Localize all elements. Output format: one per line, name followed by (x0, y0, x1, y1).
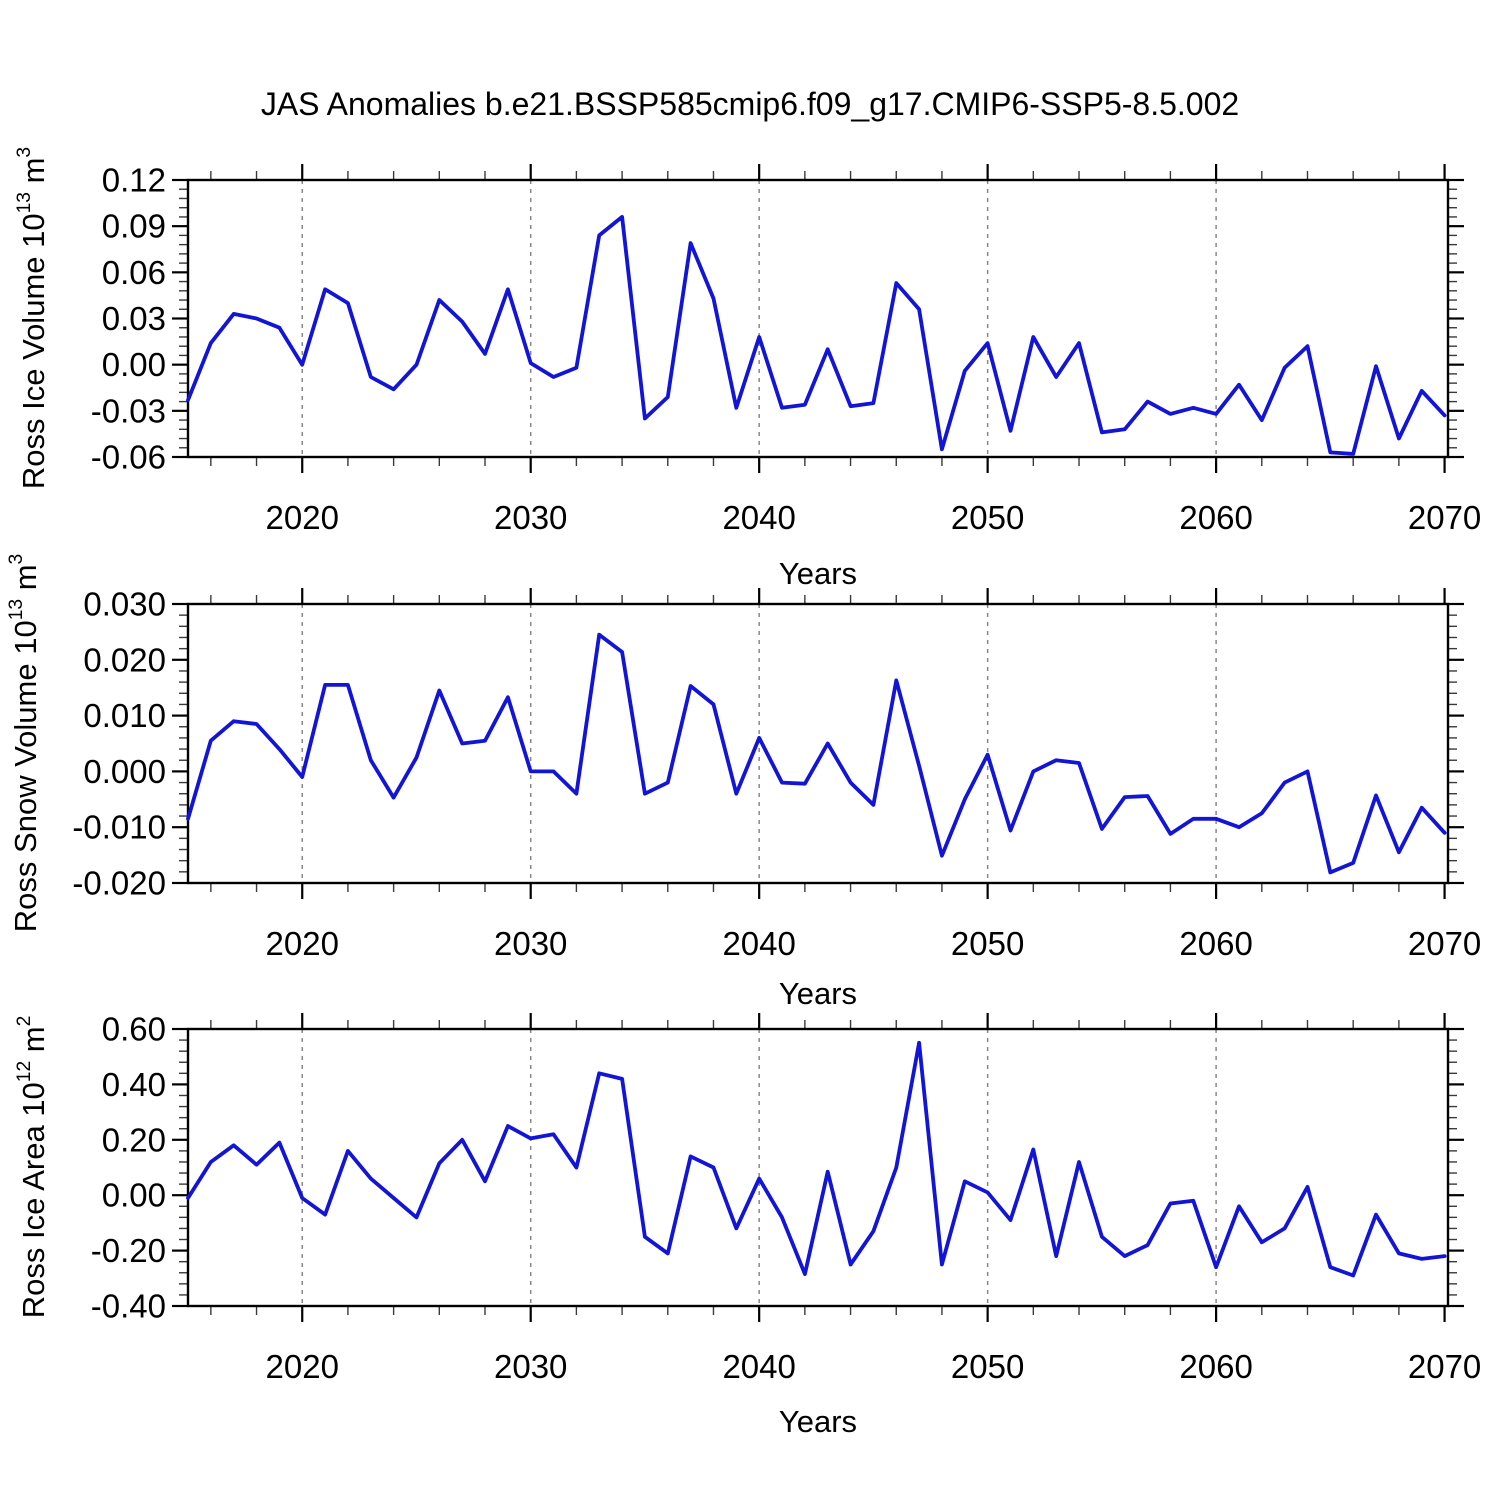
y-axis-label-text: Ross Snow Volume 10 (8, 620, 43, 933)
panel-2-gridlines (301, 604, 1217, 883)
panel-2-minor-ticks (179, 595, 1457, 892)
y-axis-label-ice-area: Ross Ice Area 1012 m2 (13, 1015, 52, 1319)
y-axis-label-ice-volume: Ross Ice Volume 1013 m3 (13, 146, 52, 490)
y-tick-label: 0.20 (102, 1121, 166, 1158)
y-tick-label: -0.20 (91, 1232, 166, 1269)
y-axis-label-unit-exponent: 3 (5, 553, 27, 565)
x-axis-label-panel-1: Years (778, 556, 858, 591)
panel-2: 0.030 0.020 0.010 0.000 -0.010 -0.020 2020 2030… (72, 586, 1481, 963)
panel-1-minor-ticks (179, 171, 1457, 466)
y-axis-label-text: Ross Ice Volume 10 (16, 213, 51, 490)
x-tick-label: 2040 (722, 1348, 795, 1385)
x-tick-label: 2060 (1179, 1348, 1252, 1385)
x-tick-label: 2060 (1179, 925, 1252, 962)
panel-1-axis-frame (186, 178, 1450, 459)
y-axis-label-unit-exponent: 2 (13, 1015, 35, 1027)
panel-2-x-tick-labels: 2020 2030 2040 2050 2060 2070 (266, 925, 1482, 962)
x-tick-label: 2020 (266, 925, 339, 962)
panel-3-gridlines (301, 1029, 1217, 1306)
chart-title: JAS Anomalies b.e21.BSSP585cmip6.f09_g17… (260, 86, 1240, 122)
x-axis-label-panel-3: Years (778, 1404, 858, 1439)
panel-2-axis-frame (186, 602, 1450, 885)
x-tick-label: 2030 (494, 499, 567, 536)
y-tick-label: 0.40 (102, 1066, 166, 1103)
panel-1-x-tick-labels: 2020 2030 2040 2050 2060 2070 (266, 499, 1482, 536)
x-tick-label: 2020 (266, 1348, 339, 1385)
panel-3-minor-ticks (179, 1020, 1457, 1315)
y-tick-label: 0.03 (102, 300, 166, 337)
x-tick-label: 2030 (494, 1348, 567, 1385)
panel-3-series-line (186, 1040, 1447, 1278)
x-tick-label: 2030 (494, 925, 567, 962)
y-tick-label: -0.06 (91, 439, 166, 476)
panel-2-y-tick-labels: 0.030 0.020 0.010 0.000 -0.010 -0.020 (72, 586, 166, 902)
y-tick-label: 0.010 (83, 697, 166, 734)
y-axis-label-snow-volume: Ross Snow Volume 1013 m3 (5, 553, 44, 933)
y-axis-label-unit-exponent: 3 (13, 146, 35, 158)
panel-1-series-line (186, 214, 1447, 456)
panel-1-ticks (172, 164, 1464, 473)
y-tick-label: 0.60 (102, 1011, 166, 1048)
y-tick-label: 0.00 (102, 346, 166, 383)
x-tick-label: 2050 (951, 499, 1024, 536)
y-tick-label: -0.020 (72, 865, 166, 902)
x-tick-label: 2040 (722, 499, 795, 536)
y-axis-label-exponent: 13 (5, 598, 27, 621)
panel-1-y-tick-labels: 0.12 0.09 0.06 0.03 0.00 -0.03 -0.06 (91, 162, 166, 476)
panel-3-axis-frame (186, 1027, 1450, 1308)
y-tick-label: -0.40 (91, 1288, 166, 1325)
panel-3-x-tick-labels: 2020 2030 2040 2050 2060 2070 (266, 1348, 1482, 1385)
y-tick-label: 0.06 (102, 254, 166, 291)
y-axis-label-exponent: 12 (13, 1060, 35, 1083)
y-axis-label-unit: m (8, 564, 43, 599)
panel-3-ticks (172, 1013, 1464, 1322)
y-axis-label-text: Ross Ice Area 10 (16, 1082, 51, 1319)
y-tick-label: 0.12 (102, 162, 166, 199)
y-tick-label: -0.03 (91, 392, 166, 429)
y-tick-label: -0.010 (72, 809, 166, 846)
x-tick-label: 2020 (266, 499, 339, 536)
panel-2-series-line (186, 632, 1447, 875)
y-tick-label: 0.00 (102, 1177, 166, 1214)
panel-2-ticks (172, 588, 1464, 899)
panel-1-gridlines (301, 180, 1217, 457)
x-tick-label: 2050 (951, 1348, 1024, 1385)
y-axis-label-unit: m (16, 157, 51, 193)
x-tick-label: 2060 (1179, 499, 1252, 536)
x-tick-label: 2070 (1408, 925, 1481, 962)
y-tick-label: 0.030 (83, 586, 166, 623)
x-tick-label: 2070 (1408, 499, 1481, 536)
y-tick-label: 0.000 (83, 753, 166, 790)
x-tick-label: 2050 (951, 925, 1024, 962)
x-tick-label: 2040 (722, 925, 795, 962)
y-axis-label-exponent: 13 (13, 192, 35, 214)
x-axis-label-panel-2: Years (778, 976, 858, 1011)
y-tick-label: 0.020 (83, 641, 166, 678)
y-tick-label: 0.09 (102, 208, 166, 245)
x-tick-label: 2070 (1408, 1348, 1481, 1385)
panel-3-y-tick-labels: 0.60 0.40 0.20 0.00 -0.20 -0.40 (91, 1011, 166, 1325)
y-axis-label-unit: m (16, 1026, 51, 1061)
